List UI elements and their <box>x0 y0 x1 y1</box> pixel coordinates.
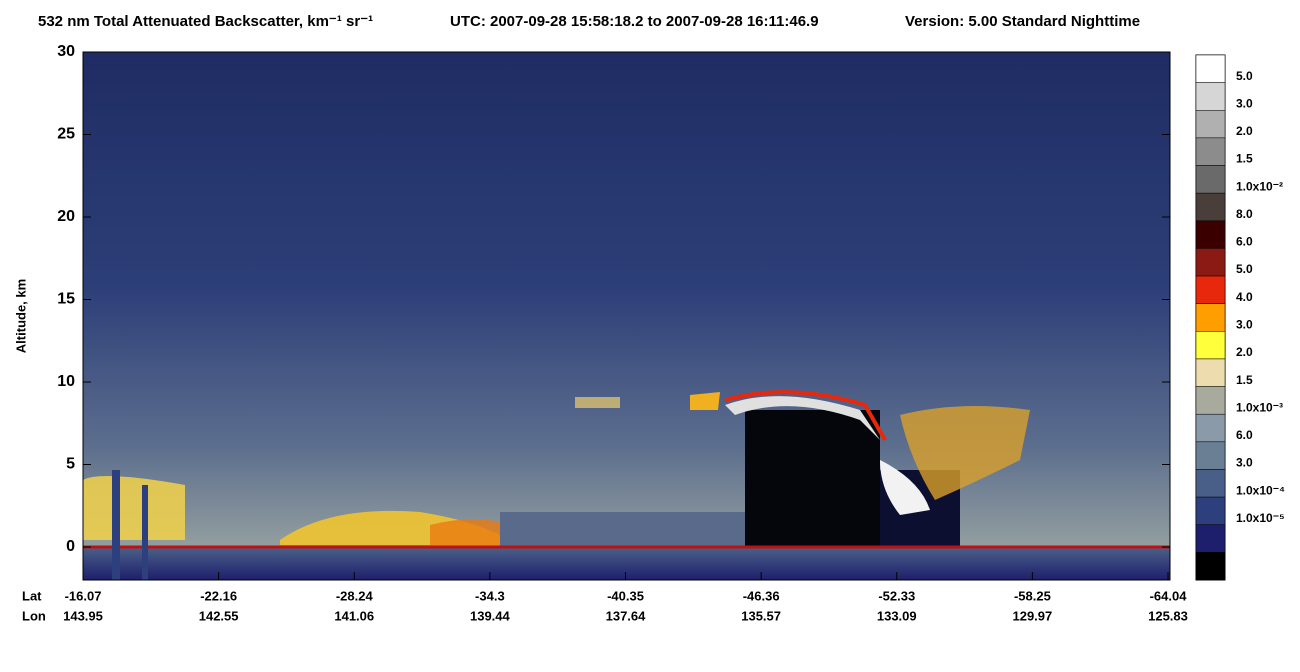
lat-tick-label: -28.24 <box>336 588 374 603</box>
lat-tick-label: -34.3 <box>475 588 505 603</box>
lon-tick-label: 143.95 <box>63 608 103 623</box>
lon-tick-label: 125.83 <box>1148 608 1188 623</box>
colorbar-label: 2.0 <box>1236 124 1253 138</box>
colorbar-box <box>1195 54 1226 83</box>
colorbar-box <box>1195 220 1226 249</box>
lat-tick-label: -46.36 <box>743 588 780 603</box>
colorbar-box <box>1195 413 1226 443</box>
lat-tick-label: -16.07 <box>65 588 102 603</box>
colorbar-box <box>1195 524 1226 553</box>
colorbar-label: 1.0x10⁻² <box>1236 179 1283 193</box>
colorbar-box <box>1195 82 1226 111</box>
colorbar-box <box>1195 137 1226 166</box>
colorbar-label: 1.0x10⁻³ <box>1236 400 1283 414</box>
lon-tick-label: 135.57 <box>741 608 781 623</box>
backscatter-image <box>83 52 1170 580</box>
colorbar-label: 3.0 <box>1236 317 1253 331</box>
colorbar-label: 8.0 <box>1236 207 1253 221</box>
colorbar-box <box>1195 303 1226 332</box>
time-range: UTC: 2007-09-28 15:58:18.2 to 2007-09-28… <box>450 13 819 30</box>
lon-tick-label: 133.09 <box>877 608 917 623</box>
y-tick-label: 25 <box>57 126 75 143</box>
colorbar-label: 6.0 <box>1236 235 1253 249</box>
colorbar-label: 4.0 <box>1236 290 1253 304</box>
colorbar-box <box>1195 192 1226 222</box>
y-tick-label: 15 <box>57 291 75 308</box>
colorbar-box <box>1195 552 1226 581</box>
colorbar-label: 3.0 <box>1236 96 1253 110</box>
lat-tick-label: -22.16 <box>200 588 237 603</box>
lon-tick-label: 139.44 <box>470 608 511 623</box>
lon-tick-label: 129.97 <box>1012 608 1052 623</box>
colorbar-box <box>1195 331 1226 360</box>
lon-label: Lon <box>22 608 46 623</box>
lon-tick-label: 141.06 <box>334 608 374 623</box>
colorbar-box <box>1195 441 1226 470</box>
lat-tick-label: -58.25 <box>1014 588 1051 603</box>
y-tick-label: 10 <box>57 373 75 390</box>
colorbar-box <box>1195 469 1226 498</box>
plot-frame <box>82 51 1171 581</box>
colorbar-box <box>1195 386 1226 415</box>
chart-title: 532 nm Total Attenuated Backscatter, km⁻… <box>38 13 373 30</box>
colorbar-box <box>1195 358 1226 387</box>
colorbar-label: 1.0x10⁻⁴ <box>1236 483 1285 497</box>
version: Version: 5.00 Standard Nighttime <box>905 13 1140 30</box>
lat-tick-label: -52.33 <box>878 588 915 603</box>
lat-tick-label: -64.04 <box>1150 588 1188 603</box>
colorbar-label: 3.0 <box>1236 456 1253 470</box>
lon-tick-label: 142.55 <box>199 608 239 623</box>
colorbar-box <box>1195 496 1226 525</box>
colorbar-label: 5.0 <box>1236 69 1253 83</box>
lon-tick-label: 137.64 <box>606 608 647 623</box>
y-tick-label: 5 <box>66 456 75 473</box>
colorbar-box <box>1195 165 1226 194</box>
colorbar-box <box>1195 248 1226 277</box>
lat-tick-label: -40.35 <box>607 588 644 603</box>
colorbar-box <box>1195 275 1226 304</box>
colorbar-label: 6.0 <box>1236 428 1253 442</box>
y-tick-label: 30 <box>57 43 75 60</box>
y-tick-label: 0 <box>66 538 75 555</box>
colorbar-label: 1.5 <box>1236 373 1253 387</box>
colorbar-label: 1.0x10⁻⁵ <box>1236 511 1285 525</box>
colorbar-label: 1.5 <box>1236 152 1253 166</box>
colorbar-label: 5.0 <box>1236 262 1253 276</box>
y-axis-label: Altitude, km <box>13 279 28 353</box>
colorbar-label: 2.0 <box>1236 345 1253 359</box>
lat-label: Lat <box>22 588 42 603</box>
colorbar-box <box>1195 110 1226 139</box>
y-tick-label: 20 <box>57 208 75 225</box>
